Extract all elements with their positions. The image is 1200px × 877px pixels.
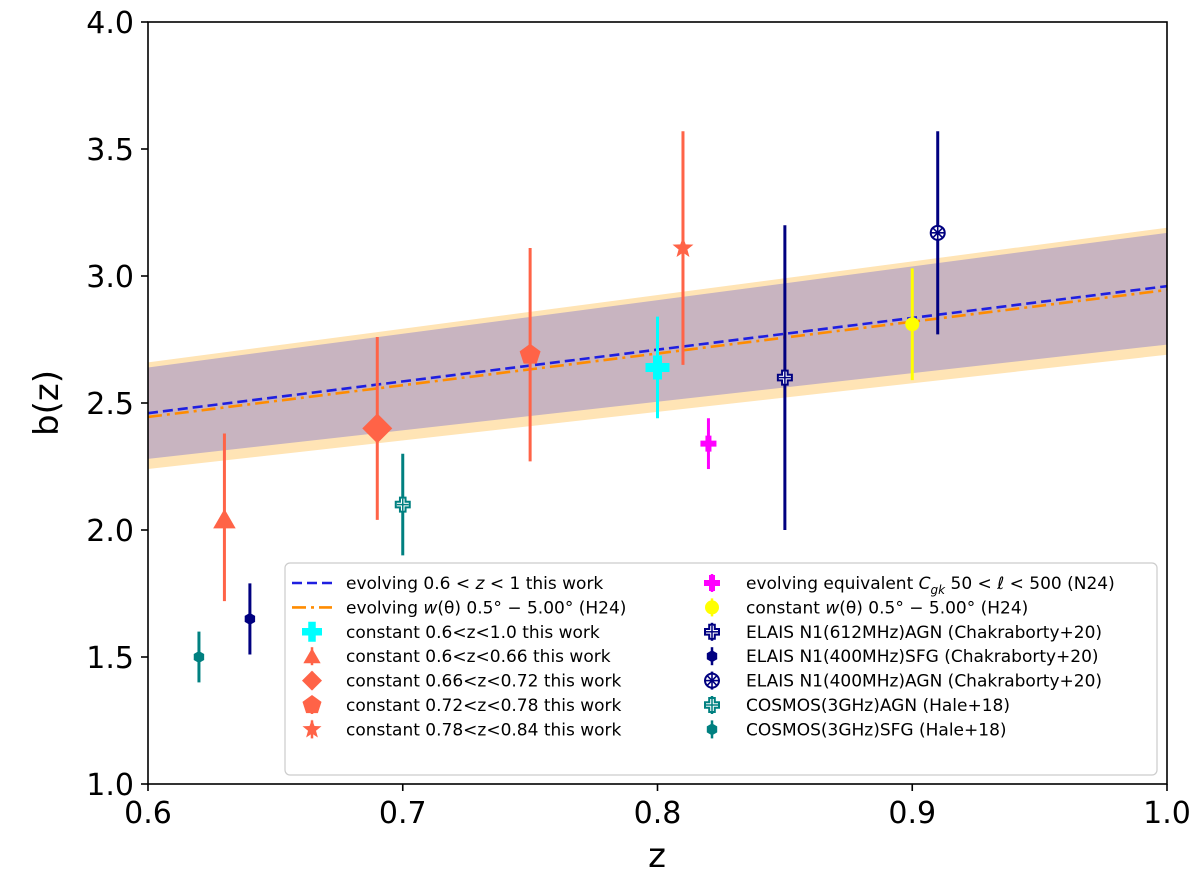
- y-tick-label-3: 2.0: [86, 514, 134, 549]
- legend-entry: constant w(θ) 0.5° − 5.00° (H24): [705, 598, 1028, 618]
- y-axis-ticks: 1.0 1.5 2.0 2.5 3.0 3.5 4.0: [86, 6, 148, 803]
- legend-label: COSMOS(3GHz)SFG (Hale+18): [746, 720, 1007, 740]
- x-tick-label-2: 0.7: [379, 796, 427, 831]
- legend-label: constant w(θ) 0.5° − 5.00° (H24): [746, 598, 1028, 618]
- legend-label: constant 0.72<z<0.78 this work: [346, 696, 622, 716]
- legend-entry: evolving equivalent Cgk 50 < ℓ < 500 (N2…: [704, 574, 1115, 597]
- y-tick-label-4: 2.5: [86, 387, 134, 422]
- x-tick-label-3: 0.8: [634, 796, 682, 831]
- legend-entry: constant 0.78<z<0.84 this work: [302, 719, 622, 740]
- legend-box: [284, 562, 1158, 776]
- legend-entry: ELAIS N1(400MHz)SFG (Chakraborty+20): [706, 647, 1099, 667]
- y-tick-label-2: 1.5: [86, 641, 134, 676]
- data-point-2: [213, 433, 236, 602]
- legend-entry: constant 0.6<z<0.66 this work: [303, 647, 611, 667]
- legend-entry: evolving 0.6 < z < 1 this work: [292, 574, 603, 594]
- legend-label: constant 0.78<z<0.84 this work: [346, 720, 622, 740]
- legend-marker: [303, 648, 321, 664]
- data-point-4: [519, 248, 541, 462]
- data-point-11: [394, 453, 411, 556]
- data-point-7: [905, 268, 920, 381]
- point-marker: [776, 369, 793, 386]
- legend-marker: [704, 672, 720, 689]
- legend-entry: constant 0.6<z<1.0 this work: [302, 621, 600, 643]
- legend-label: evolving 0.6 < z < 1 this work: [346, 574, 603, 594]
- legend-marker: [704, 623, 720, 640]
- y-tick-label-5: 3.0: [86, 260, 134, 295]
- y-tick-label-1: 1.0: [86, 768, 134, 803]
- legend-entry: COSMOS(3GHz)AGN (Hale+18): [704, 696, 1010, 716]
- legend-label: COSMOS(3GHz)AGN (Hale+18): [746, 696, 1010, 716]
- legend-entry: constant 0.72<z<0.78 this work: [302, 695, 622, 716]
- legend-marker: [302, 695, 322, 714]
- legend: evolving 0.6 < z < 1 this work evolving w…: [284, 562, 1158, 776]
- data-point-10: [929, 131, 946, 335]
- legend-label: evolving w(θ) 0.5° − 5.00° (H24): [346, 598, 626, 618]
- legend-label: constant 0.66<z<0.72 this work: [346, 672, 622, 692]
- point-marker: [394, 496, 411, 513]
- x-axis-ticks: 0.6 0.7 0.8 0.9 1.0: [124, 784, 1191, 831]
- legend-label: ELAIS N1(400MHz)SFG (Chakraborty+20): [746, 647, 1099, 667]
- legend-label: constant 0.6<z<1.0 this work: [346, 623, 600, 643]
- point-marker: [700, 435, 717, 452]
- data-point-9: [244, 583, 256, 655]
- data-point-6: [700, 418, 717, 470]
- legend-entry: constant 0.66<z<0.72 this work: [302, 670, 622, 692]
- legend-label: evolving equivalent Cgk 50 < ℓ < 500 (N2…: [746, 574, 1115, 597]
- y-axis-label: b(z): [27, 370, 67, 436]
- data-point-1: [645, 316, 670, 419]
- legend-marker: [302, 670, 322, 691]
- legend-entry: COSMOS(3GHz)SFG (Hale+18): [706, 720, 1007, 740]
- point-marker: [213, 508, 236, 529]
- point-marker: [362, 413, 393, 444]
- point-marker: [519, 343, 541, 364]
- legend-entry: ELAIS N1(400MHz)AGN (Chakraborty+20): [704, 671, 1102, 692]
- data-points: [193, 131, 946, 683]
- legend-entry: ELAIS N1(612MHz)AGN (Chakraborty+20): [704, 622, 1102, 643]
- point-marker: [929, 224, 946, 241]
- data-point-8: [776, 225, 793, 530]
- legend-marker: [302, 719, 322, 738]
- legend-marker: [302, 621, 322, 642]
- y-tick-label-6: 3.5: [86, 133, 134, 168]
- point-marker: [672, 237, 694, 257]
- point-marker: [905, 317, 920, 332]
- legend-marker: [705, 600, 719, 615]
- legend-marker: [706, 650, 718, 663]
- point-marker: [193, 651, 205, 663]
- x-tick-label-4: 0.9: [888, 796, 936, 831]
- legend-marker: [704, 575, 720, 591]
- data-point-12: [193, 631, 205, 683]
- data-point-3: [362, 336, 393, 520]
- y-tick-label-7: 4.0: [86, 6, 134, 41]
- data-point-5: [672, 131, 694, 365]
- legend-label: ELAIS N1(612MHz)AGN (Chakraborty+20): [746, 623, 1102, 643]
- x-tick-label-1: 0.6: [124, 796, 172, 831]
- legend-label: ELAIS N1(400MHz)AGN (Chakraborty+20): [746, 672, 1102, 692]
- point-marker: [645, 355, 670, 380]
- legend-marker: [704, 697, 720, 713]
- x-axis-label: z: [648, 836, 666, 876]
- legend-entry: evolving w(θ) 0.5° − 5.00° (H24): [292, 598, 626, 618]
- legend-marker: [706, 723, 718, 736]
- x-tick-label-5: 1.0: [1143, 796, 1191, 831]
- legend-label: constant 0.6<z<0.66 this work: [346, 647, 611, 667]
- point-marker: [244, 612, 256, 625]
